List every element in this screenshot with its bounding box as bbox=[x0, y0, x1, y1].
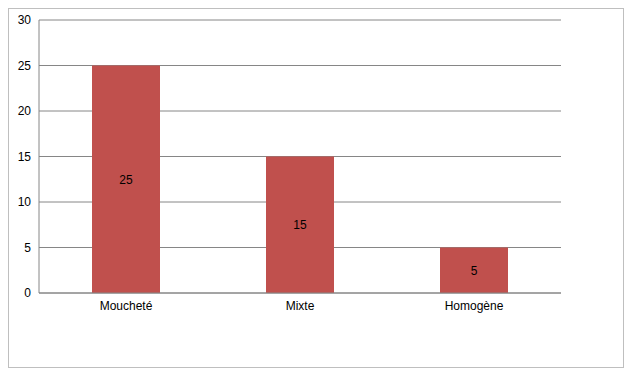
svg-text:Homogène: Homogène bbox=[445, 299, 504, 313]
svg-text:20: 20 bbox=[18, 104, 32, 118]
svg-text:15: 15 bbox=[293, 218, 307, 232]
svg-text:25: 25 bbox=[119, 173, 133, 187]
svg-text:15: 15 bbox=[18, 150, 32, 164]
svg-text:30: 30 bbox=[18, 13, 32, 27]
svg-text:10: 10 bbox=[18, 195, 32, 209]
svg-text:0: 0 bbox=[24, 286, 31, 300]
svg-text:5: 5 bbox=[471, 264, 478, 278]
svg-text:Moucheté: Moucheté bbox=[100, 299, 153, 313]
svg-text:Mixte: Mixte bbox=[286, 299, 315, 313]
svg-text:25: 25 bbox=[18, 59, 32, 73]
svg-text:5: 5 bbox=[24, 241, 31, 255]
